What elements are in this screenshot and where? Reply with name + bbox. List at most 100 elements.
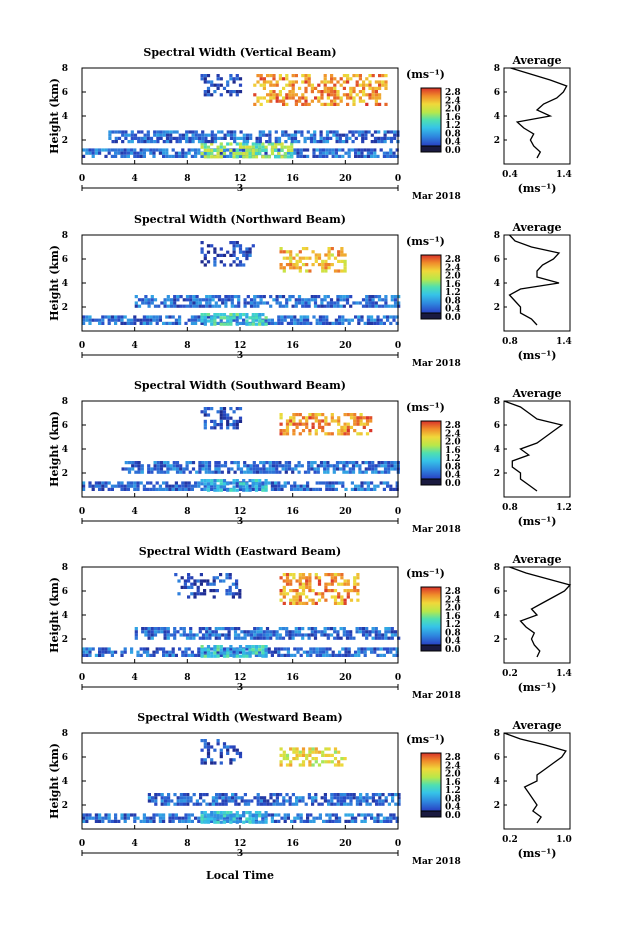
heatmap-cell <box>177 592 181 596</box>
heatmap-cell <box>301 301 305 305</box>
heatmap-cell <box>216 83 220 87</box>
heatmap-cell <box>222 407 227 411</box>
heatmap-cell <box>272 793 276 797</box>
heatmap-cell <box>226 319 230 323</box>
y-tick-label: 2 <box>62 635 68 645</box>
heatmap-cell <box>158 813 162 817</box>
heatmap-cell <box>199 573 203 577</box>
heatmap-cell <box>288 83 292 87</box>
average-y-tick-label: 4 <box>494 112 500 122</box>
heatmap-cell <box>295 747 299 751</box>
heatmap-cell <box>166 295 170 299</box>
heatmap-cell <box>305 579 309 583</box>
heatmap-cell <box>169 133 173 137</box>
heatmap-cell <box>153 133 157 137</box>
heatmap-cell <box>85 148 89 152</box>
heatmap-cell <box>187 487 191 491</box>
heatmap-cell <box>226 651 230 655</box>
heatmap-cell <box>343 589 347 593</box>
heatmap-cell <box>216 814 220 818</box>
heatmap-cell <box>133 816 137 820</box>
heatmap-cell <box>287 467 292 471</box>
heatmap-cell <box>210 152 214 156</box>
heatmap-cell <box>356 573 360 577</box>
heatmap-cell <box>98 487 102 491</box>
heatmap-cell <box>178 647 182 651</box>
heatmap-cell <box>172 464 176 468</box>
heatmap-cell <box>351 130 355 134</box>
heatmap-cell <box>140 470 144 474</box>
heatmap-cell <box>392 315 396 319</box>
heatmap-cell <box>155 647 159 651</box>
heatmap-cell <box>216 321 220 325</box>
heatmap-cell <box>290 133 294 137</box>
heatmap-cell <box>264 479 268 483</box>
heatmap-cell <box>158 487 162 491</box>
heatmap-cell <box>359 419 363 423</box>
heatmap-cell <box>346 595 350 599</box>
heatmap-cell <box>228 576 232 580</box>
heatmap-cell <box>235 148 239 152</box>
heatmap-cell <box>163 636 167 640</box>
heatmap-cell <box>298 601 302 605</box>
heatmap-cell <box>268 464 272 468</box>
heatmap-cell <box>301 582 306 586</box>
heatmap-cell <box>270 321 274 325</box>
heatmap-cell <box>147 636 151 640</box>
heatmap-cell <box>237 304 241 308</box>
heatmap-cell <box>341 318 345 322</box>
heatmap-cell <box>203 739 207 743</box>
heatmap-cell <box>213 484 217 488</box>
heatmap-cell <box>107 315 111 319</box>
heatmap-cell <box>213 423 217 427</box>
heatmap-cell <box>215 793 219 797</box>
heatmap-cell <box>198 467 202 471</box>
heatmap-cell <box>360 813 364 817</box>
heatmap-cell <box>358 464 362 468</box>
x-tick-label: 4 <box>132 174 138 184</box>
heatmap-cell <box>126 484 130 488</box>
heatmap-cell <box>178 154 182 158</box>
heatmap-cell <box>346 796 350 800</box>
heatmap-cell <box>130 148 134 152</box>
heatmap-cell <box>296 321 300 325</box>
heatmap-cell <box>188 461 192 465</box>
heatmap-cell <box>371 86 375 90</box>
heatmap-cell <box>222 579 226 583</box>
heatmap-cell <box>224 298 228 302</box>
heatmap-cell <box>349 633 353 637</box>
heatmap-cell <box>216 145 220 149</box>
heatmap-cell <box>295 750 299 754</box>
heatmap-cell <box>383 133 387 137</box>
heatmap-cell <box>219 416 223 420</box>
heatmap-cell <box>295 757 299 761</box>
colorbar-unit: (ms⁻¹) <box>406 235 445 248</box>
heatmap-cell <box>297 301 302 305</box>
heatmap-cell <box>292 429 296 433</box>
heatmap-cell <box>292 416 296 420</box>
heatmap-cell <box>277 152 281 156</box>
heatmap-cell <box>366 315 370 319</box>
heatmap-cell <box>160 301 164 305</box>
heatmap-cell <box>283 484 287 488</box>
heatmap-cell <box>195 633 199 637</box>
heatmap-cell <box>392 487 396 491</box>
heatmap-cell <box>366 484 370 488</box>
heatmap-cell <box>269 83 273 87</box>
heatmap-cell <box>314 416 318 420</box>
heatmap-cell <box>357 133 362 137</box>
heatmap-cell <box>282 432 286 436</box>
x-tick-label: 4 <box>132 839 138 849</box>
heatmap-cell <box>261 651 265 655</box>
heatmap-cell <box>285 799 289 803</box>
heatmap-cell <box>221 799 225 803</box>
heatmap-cell <box>259 802 263 806</box>
heatmap-cell <box>361 133 365 137</box>
heatmap-cell <box>316 140 320 144</box>
heatmap-cell <box>321 760 325 764</box>
heatmap-cell <box>292 747 296 751</box>
heatmap-cell <box>330 253 334 257</box>
heatmap-cell <box>85 650 89 654</box>
heatmap-cell <box>298 585 302 589</box>
heatmap-cell <box>196 585 200 589</box>
